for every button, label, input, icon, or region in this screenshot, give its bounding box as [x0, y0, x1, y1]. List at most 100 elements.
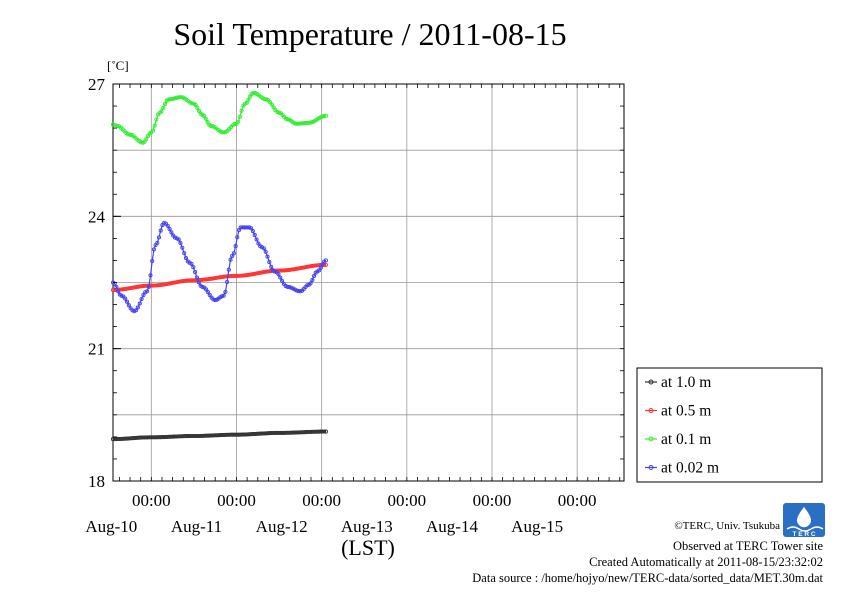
series-point	[244, 100, 249, 105]
series-point	[294, 288, 299, 293]
series-point	[267, 99, 272, 104]
series-point	[169, 230, 174, 235]
series-point	[233, 244, 238, 249]
series-point	[203, 116, 208, 121]
series-point	[302, 265, 307, 270]
series-point	[310, 278, 315, 283]
series-point	[252, 233, 257, 238]
series-point	[168, 281, 173, 286]
legend-label: at 0.5 m	[661, 403, 711, 420]
series-point	[156, 235, 162, 240]
y-tick-label: 21	[88, 340, 105, 359]
series-point	[152, 123, 157, 128]
series-point	[200, 284, 205, 289]
series-point	[261, 270, 266, 275]
chart-title: Soil Temperature / 2011-08-15	[173, 16, 566, 52]
copyright-text: ©TERC, Univ. Tsukuba	[674, 520, 780, 532]
series-layer	[110, 90, 328, 442]
series-point	[171, 96, 176, 101]
series-point	[271, 105, 276, 110]
series-point	[208, 123, 213, 128]
series-point	[301, 121, 306, 126]
series-point	[135, 305, 140, 310]
series-line	[112, 92, 326, 144]
series-point	[165, 223, 170, 228]
legend-label: at 0.1 m	[661, 431, 711, 448]
series-point	[252, 271, 257, 276]
x-tick-date-label: Aug-14	[426, 517, 478, 536]
series-point	[161, 282, 166, 287]
series-point	[205, 120, 210, 125]
series-point	[175, 279, 180, 284]
series-point	[196, 280, 201, 285]
x-tick-time-label: 00:00	[387, 491, 426, 510]
series-point	[190, 101, 195, 106]
series-point	[267, 259, 272, 265]
series-point	[246, 97, 251, 103]
legend-marker-swatch	[648, 379, 654, 385]
series-point	[155, 240, 160, 245]
series-point	[236, 119, 241, 124]
series-point	[307, 264, 312, 269]
series-point	[127, 132, 133, 137]
y-tick-label: 18	[88, 472, 105, 491]
series-line	[112, 222, 327, 312]
series-point	[251, 90, 256, 95]
series-point	[126, 132, 131, 137]
series-point	[237, 114, 242, 119]
series-point	[144, 137, 149, 142]
series-point	[206, 277, 211, 282]
series-point	[207, 292, 212, 298]
series-point	[195, 105, 200, 110]
legend: at 1.0 m at 0.5 m at 0.1 m at 0.02 m	[636, 367, 823, 483]
series-point	[254, 237, 259, 242]
series-at-0-02-m	[110, 220, 328, 314]
series-point	[276, 272, 281, 277]
legend-box	[636, 367, 823, 483]
series-point	[239, 108, 244, 113]
x-tick-time-label: 00:00	[132, 491, 171, 510]
series-point	[177, 95, 182, 100]
series-point	[322, 429, 327, 434]
series-point	[161, 106, 166, 111]
series-point	[213, 298, 218, 303]
series-point	[211, 276, 216, 281]
legend-marker-swatch	[648, 408, 654, 413]
data-source-text: Data source : /home/hojyo/new/TERC-data/…	[472, 571, 823, 585]
grid-lines	[113, 84, 624, 481]
x-tick-date-label: Aug-10	[85, 517, 137, 536]
x-tick-time-label: 00:00	[217, 491, 256, 510]
series-point	[287, 267, 292, 272]
series-point	[235, 235, 240, 240]
series-point	[280, 278, 285, 283]
series-point	[113, 123, 118, 128]
series-point	[263, 249, 268, 254]
series-point	[202, 113, 207, 118]
series-point	[169, 96, 175, 102]
series-point	[137, 301, 142, 306]
series-point	[115, 123, 120, 128]
terc-logo-text: T E R C	[792, 531, 815, 538]
series-point	[205, 290, 210, 295]
series-point	[225, 279, 230, 285]
series-point	[173, 96, 178, 101]
series-point	[114, 285, 119, 290]
series-point	[265, 254, 270, 259]
water-drop-icon	[796, 507, 812, 528]
y-tick-label: 24	[88, 207, 106, 226]
series-point	[318, 265, 323, 270]
series-point	[172, 235, 178, 240]
series-point	[250, 229, 255, 234]
series-point	[158, 228, 163, 233]
series-point	[228, 257, 233, 262]
series-point	[204, 287, 209, 292]
series-point	[189, 261, 194, 266]
series-point	[163, 282, 168, 287]
series-point	[245, 225, 250, 230]
series-point	[261, 246, 266, 251]
series-point	[168, 97, 173, 102]
series-point	[289, 267, 294, 272]
series-point	[231, 251, 236, 256]
legend-marker-swatch	[648, 436, 654, 442]
